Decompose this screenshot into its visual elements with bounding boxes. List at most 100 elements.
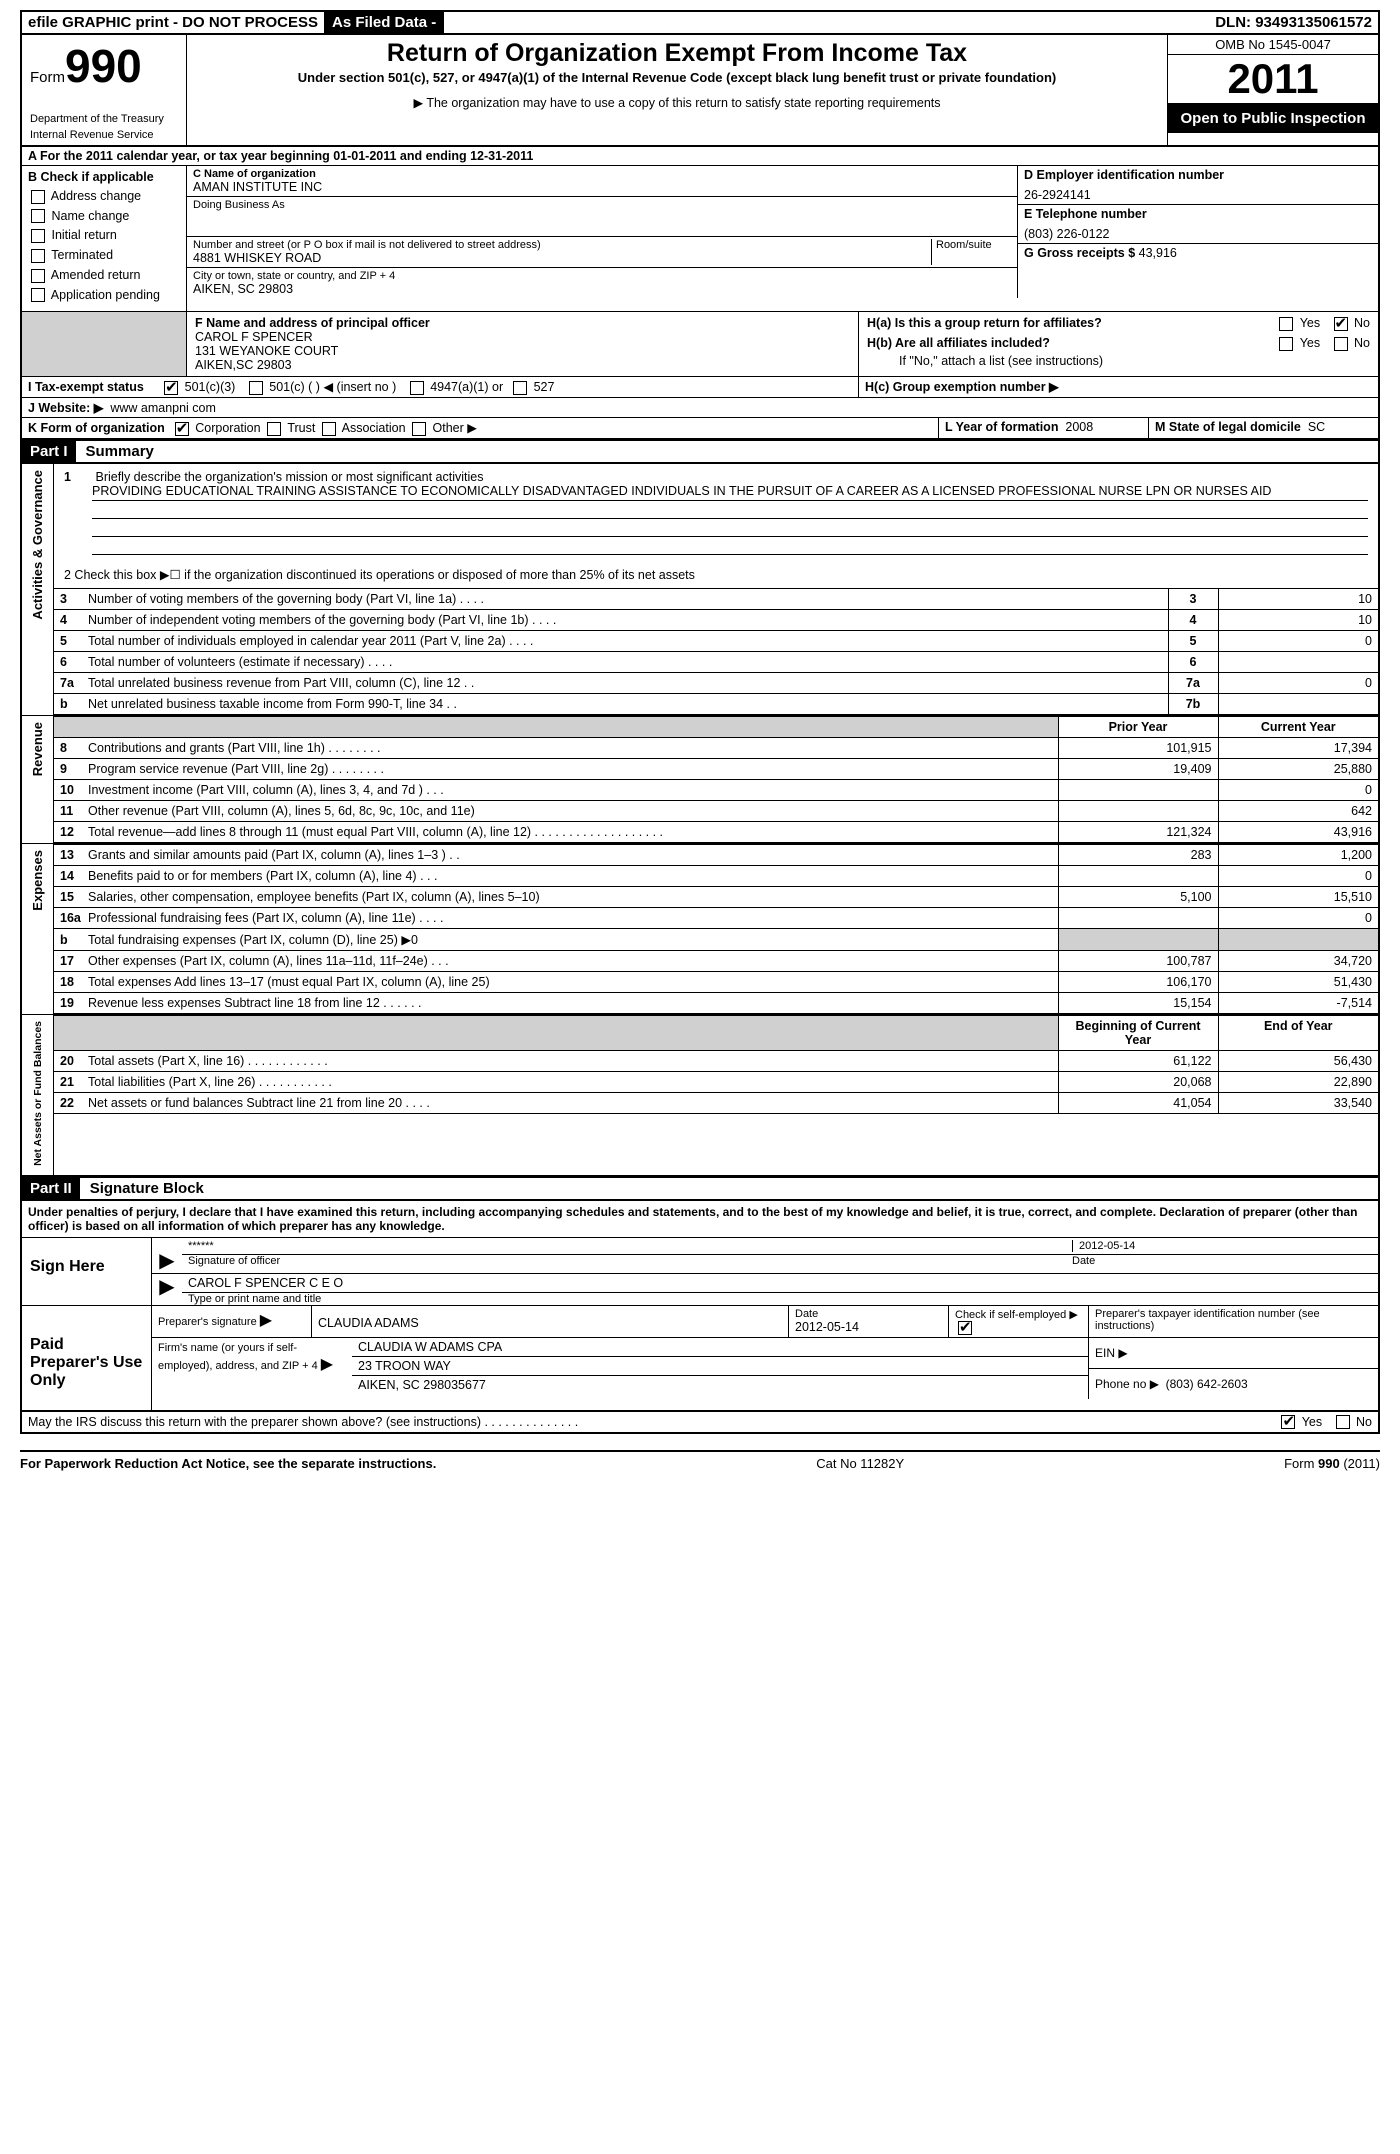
cb-527[interactable] [513,381,527,395]
data-row: 10Investment income (Part VIII, column (… [54,779,1378,800]
dept-treasury: Department of the Treasury [30,113,178,125]
tax-year: 2011 [1168,55,1378,104]
cb-initial-return[interactable]: Initial return [28,228,180,243]
form-title: Return of Organization Exempt From Incom… [195,39,1159,68]
gross-row: G Gross receipts $ 43,916 [1018,244,1378,262]
org-name-row: C Name of organization AMAN INSTITUTE IN… [187,166,1017,197]
hb-yes[interactable] [1279,337,1293,351]
data-row: 11Other revenue (Part VIII, column (A), … [54,800,1378,821]
cb-address-change[interactable]: Address change [28,189,180,204]
data-row: 17Other expenses (Part IX, column (A), l… [54,950,1378,971]
cb-self-employed[interactable] [958,1321,972,1335]
section-h: H(a) Is this a group return for affiliat… [858,312,1378,376]
ha-yes[interactable] [1279,317,1293,331]
i-row: I Tax-exempt status 501(c)(3) 501(c) ( )… [20,376,1380,397]
dln-value: 93493135061572 [1255,14,1372,31]
open-to-public: Open to Public Inspection [1168,104,1378,133]
addr-row: Number and street (or P O box if mail is… [187,237,1017,268]
cb-assoc[interactable] [322,422,336,436]
signature-block: Sign Here ▶ ****** 2012-05-14 Signature … [20,1237,1380,1412]
addr-value: 4881 WHISKEY ROAD [193,251,931,265]
city-row: City or town, state or country, and ZIP … [187,268,1017,298]
ha-row: H(a) Is this a group return for affiliat… [867,316,1370,330]
exp-table: 13Grants and similar amounts paid (Part … [54,844,1378,1014]
bcd-block: B Check if applicable Address change Nam… [20,165,1380,311]
mission-blank2 [92,519,1368,537]
tax-exempt-status: I Tax-exempt status 501(c)(3) 501(c) ( )… [22,377,858,397]
dln-label: DLN: [1215,14,1251,31]
section-f: F Name and address of principal officer … [187,312,858,376]
paid-preparer-content: Preparer's signature ▶ CLAUDIA ADAMS Dat… [152,1306,1378,1410]
cb-name-change[interactable]: Name change [28,209,180,224]
data-row: 12Total revenue—add lines 8 through 11 (… [54,821,1378,842]
revenue-block: Revenue Prior Year Current Year 8Contrib… [20,716,1380,844]
j-row: J Website: ▶ www amanpni com [20,397,1380,417]
top-bar: efile GRAPHIC print - DO NOT PROCESS As … [20,10,1380,35]
omb-number: OMB No 1545-0047 [1168,35,1378,55]
gov-row: 3Number of voting members of the governi… [54,588,1378,609]
cb-501c[interactable] [249,381,263,395]
m-value: SC [1308,420,1325,434]
cb-corp[interactable] [175,422,189,436]
expenses-block: Expenses 13Grants and similar amounts pa… [20,844,1380,1015]
paid-preparer-label: Paid Preparer's Use Only [22,1306,152,1410]
prep-name: CLAUDIA ADAMS [312,1306,788,1337]
part2-title: Signature Block [80,1180,204,1197]
hdr-end: End of Year [1218,1015,1378,1050]
cb-terminated[interactable]: Terminated [28,248,180,263]
part1-header: Part I Summary [20,440,1380,464]
ha-label: H(a) Is this a group return for affiliat… [867,316,1102,330]
hb-label: H(b) Are all affiliates included? [867,336,1050,350]
tel-row: E Telephone number (803) 226-0122 [1018,205,1378,244]
cb-amended[interactable]: Amended return [28,268,180,283]
discuss-yes[interactable] [1281,1415,1295,1429]
discuss-text: May the IRS discuss this return with the… [28,1415,578,1429]
net-header-row: Beginning of Current Year End of Year [54,1015,1378,1050]
m-label: M State of legal domicile [1155,420,1301,434]
org-name: AMAN INSTITUTE INC [193,180,1011,194]
firm-phone-cell: Phone no ▶ (803) 642-2603 [1089,1369,1378,1399]
q2-block: 2 Check this box ▶☐ if the organization … [54,561,1378,588]
q1-text: Briefly describe the organization's miss… [95,470,483,484]
ein-value: 26-2924141 [1024,188,1372,202]
tel-label: E Telephone number [1024,207,1372,221]
line-a: A For the 2011 calendar year, or tax yea… [20,145,1380,165]
rev-table: Prior Year Current Year 8Contributions a… [54,716,1378,843]
data-row: 9Program service revenue (Part VIII, lin… [54,758,1378,779]
cb-app-pending[interactable]: Application pending [28,288,180,303]
form-header: Form990 Department of the Treasury Inter… [20,35,1380,145]
hb-no[interactable] [1334,337,1348,351]
footer-right: Form 990 (2011) [1284,1456,1380,1471]
sig-date: 2012-05-14 [1072,1240,1372,1252]
cb-501c3[interactable] [164,381,178,395]
m-cell: M State of legal domicile SC [1148,418,1378,438]
data-row: 13Grants and similar amounts paid (Part … [54,844,1378,865]
dba-label: Doing Business As [193,199,1011,211]
data-row: 19Revenue less expenses Subtract line 18… [54,992,1378,1013]
right-column: OMB No 1545-0047 2011 Open to Public Ins… [1168,35,1378,145]
perjury-text: Under penalties of perjury, I declare th… [20,1201,1380,1237]
cb-other[interactable] [412,422,426,436]
form-number-box: Form990 Department of the Treasury Inter… [22,35,187,145]
cb-4947[interactable] [410,381,424,395]
governance-block: Activities & Governance 1 Briefly descri… [20,464,1380,716]
data-row: 15Salaries, other compensation, employee… [54,886,1378,907]
dept-irs: Internal Revenue Service [30,129,178,141]
gross-value: 43,916 [1139,246,1177,260]
discuss-no[interactable] [1336,1415,1350,1429]
data-row: 8Contributions and grants (Part VIII, li… [54,737,1378,758]
gov-row: bNet unrelated business taxable income f… [54,693,1378,714]
ha-no[interactable] [1334,317,1348,331]
f-addr1: 131 WEYANOKE COURT [195,344,850,358]
part1-badge: Part I [22,441,76,462]
cb-trust[interactable] [267,422,281,436]
phone-value: (803) 642-2603 [1166,1377,1248,1391]
form-word: Form [30,69,65,86]
title-column: Return of Organization Exempt From Incom… [187,35,1168,145]
gov-table: 3Number of voting members of the governi… [54,588,1378,715]
paid-preparer-row: Paid Preparer's Use Only Preparer's sign… [22,1306,1378,1410]
rev-header-row: Prior Year Current Year [54,716,1378,737]
footer-mid: Cat No 11282Y [816,1456,904,1471]
gov-row: 6Total number of volunteers (estimate if… [54,651,1378,672]
website-row: J Website: ▶ www amanpni com [22,398,222,417]
